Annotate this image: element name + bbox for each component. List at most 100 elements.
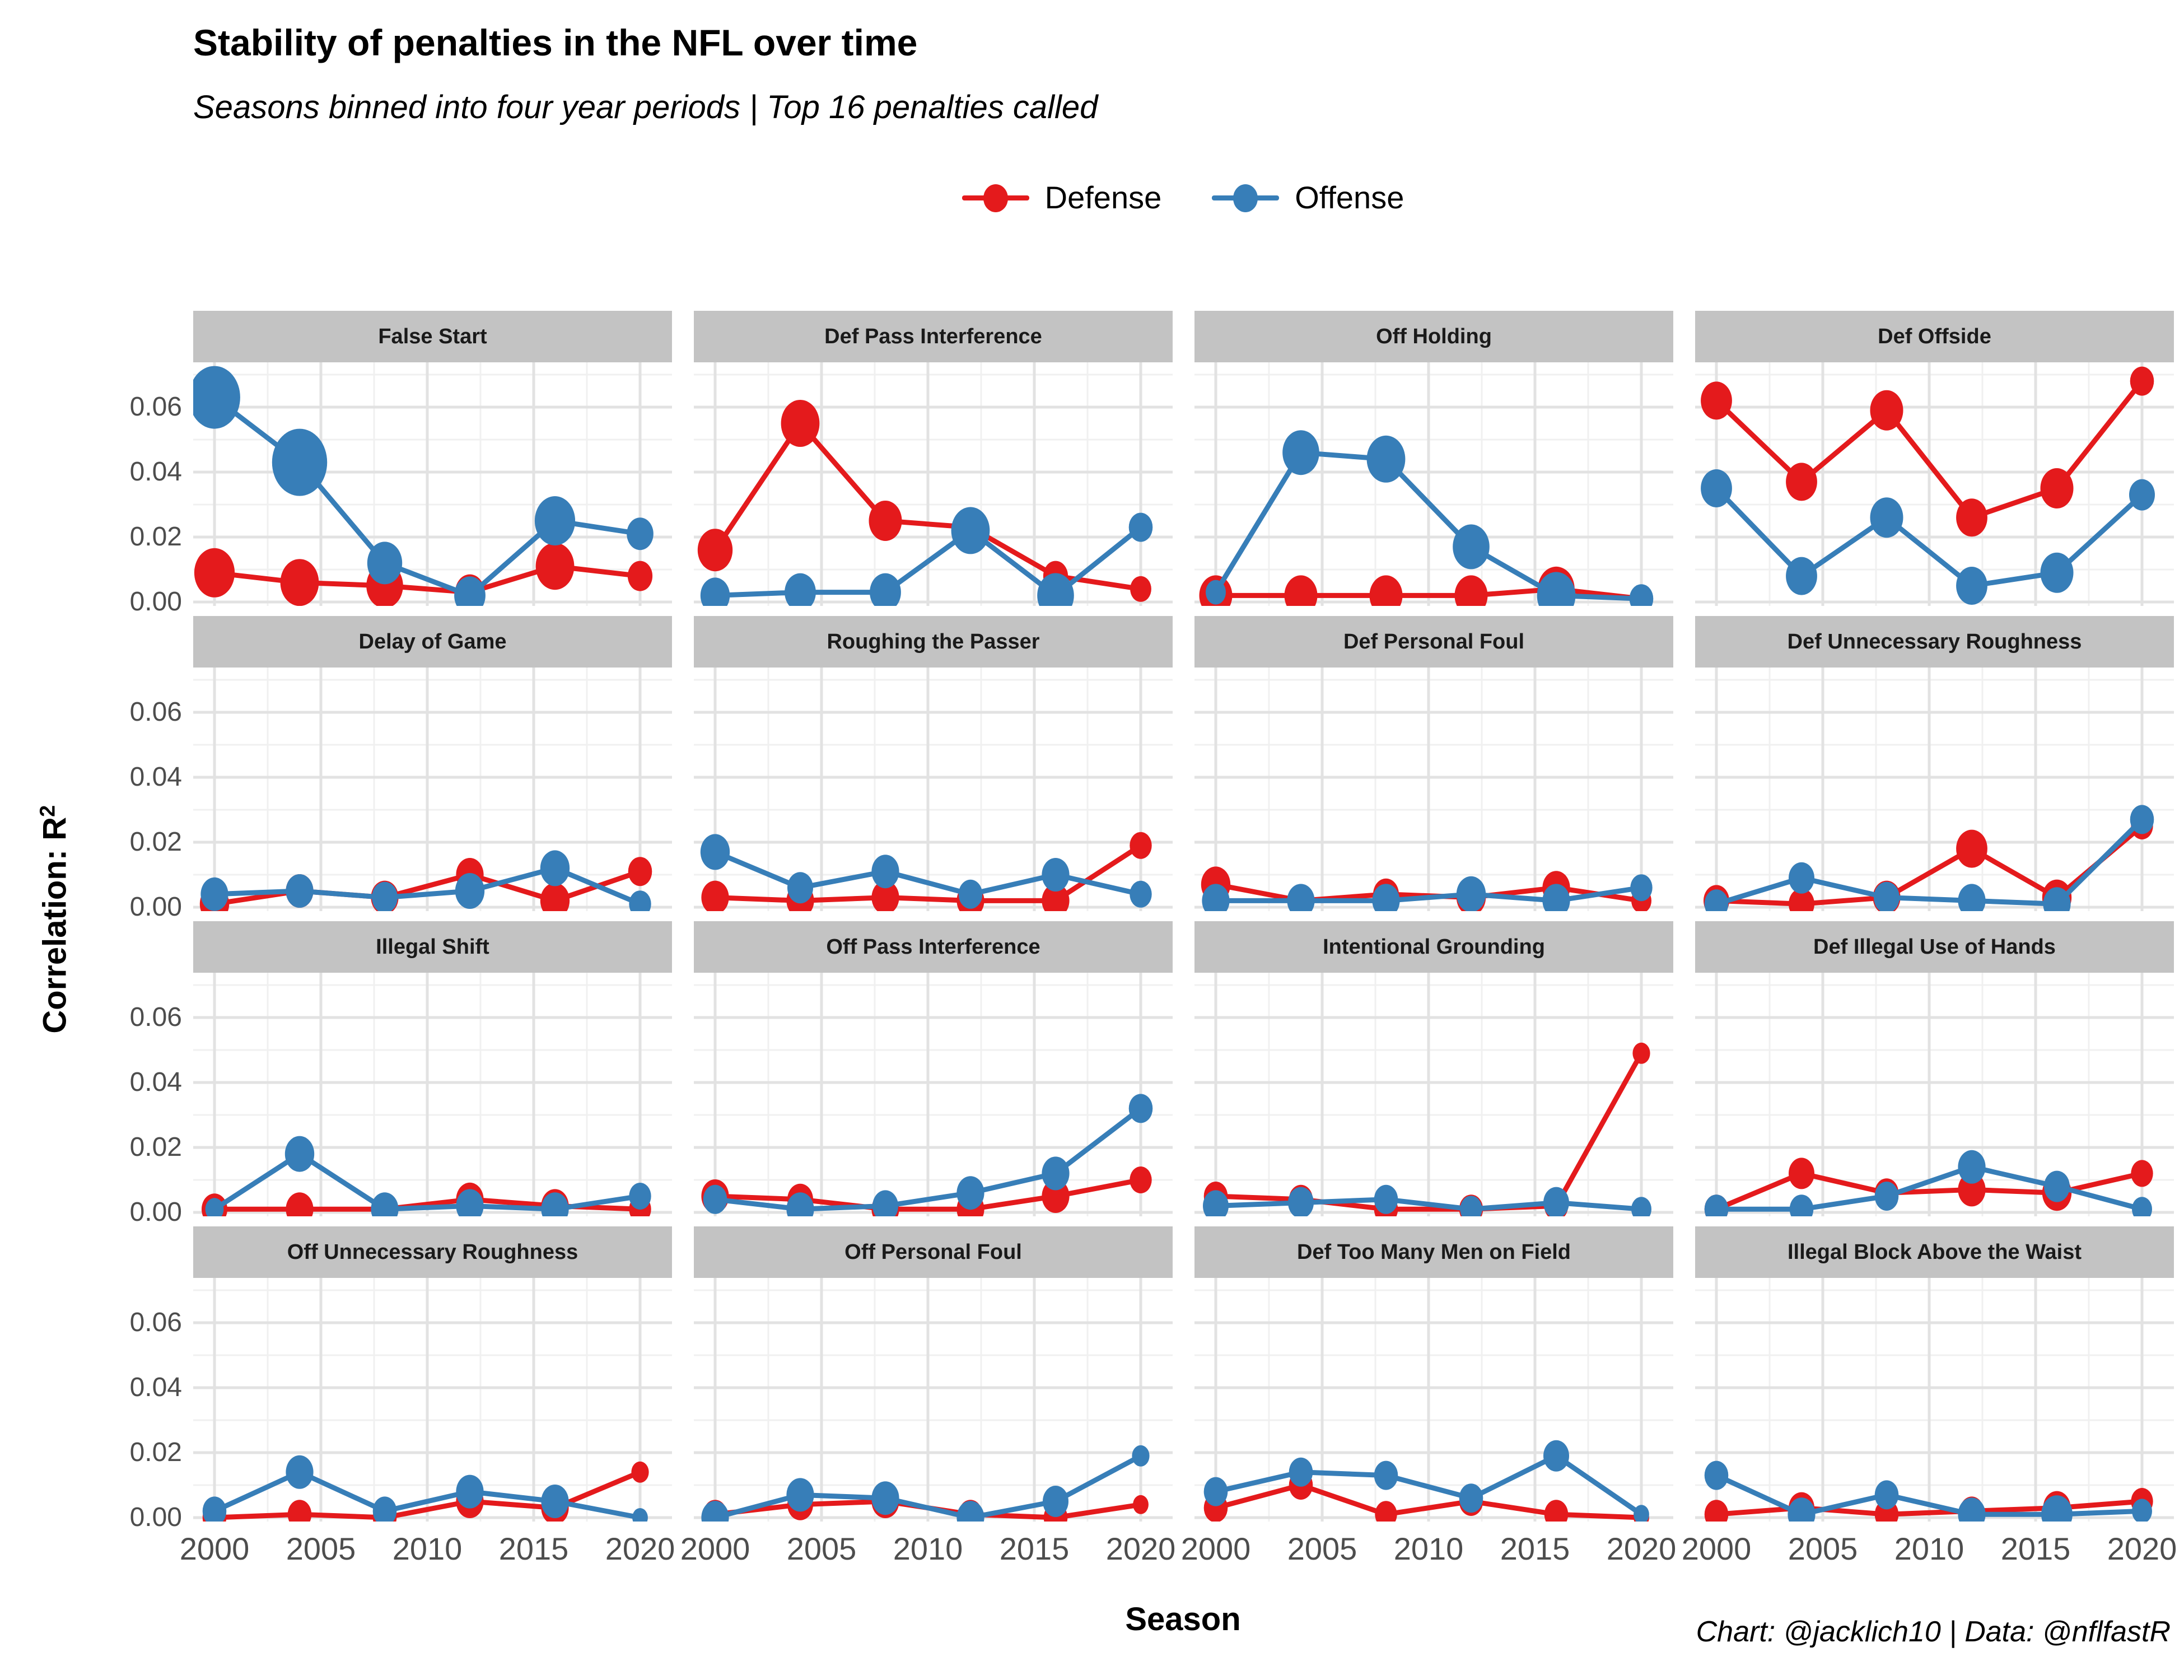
x-axis-tick-label: 2020 [605, 1531, 675, 1566]
offense-point [1288, 1187, 1314, 1216]
offense-line [1714, 1164, 2145, 1212]
facet-false-start: False Start [193, 311, 672, 606]
defense-point [535, 543, 575, 590]
facet-roughing-the-passer: Roughing the Passer [694, 616, 1173, 911]
offense-point [1543, 1187, 1569, 1216]
facet-strip: Delay of Game [193, 616, 672, 668]
facet-intentional-grounding: Intentional Grounding [1194, 921, 1673, 1216]
offense-point [1789, 862, 1814, 894]
facet-strip: Def Too Many Men on Field [1194, 1226, 1673, 1278]
y-axis-tick-label: 0.02 [129, 827, 182, 857]
offense-point [627, 517, 654, 550]
x-axis-tick-label: 2015 [498, 1531, 569, 1566]
defense-point [286, 1192, 314, 1216]
facet-panel [694, 668, 1173, 911]
defense-line [1714, 823, 2145, 907]
offense-point [1958, 1150, 1986, 1184]
offense-point [701, 1501, 729, 1522]
offense-point [541, 1192, 569, 1216]
offense-point [534, 496, 576, 545]
defense-point [701, 880, 729, 911]
facet-panel [1194, 668, 1673, 911]
defense-point [1130, 576, 1151, 602]
offense-point [1537, 572, 1576, 606]
offense-point [629, 1183, 651, 1210]
defense-line [1714, 379, 2145, 520]
facet-def-unnecessary-roughness: Def Unnecessary Roughness [1695, 616, 2174, 911]
offense-point [2040, 552, 2074, 593]
facet-strip-label: Off Holding [1376, 324, 1492, 348]
offense-point [1128, 512, 1153, 542]
offense-point [286, 874, 314, 908]
defense-point [1789, 1158, 1814, 1189]
offense-point-icon [1212, 181, 1280, 214]
offense-point [193, 366, 240, 429]
facet-strip-label: Intentional Grounding [1323, 935, 1545, 959]
legend-item-offense: Offense [1212, 179, 1404, 216]
x-axis-tick-label: 2000 [680, 1531, 750, 1566]
defense-point-icon [962, 181, 1029, 214]
offense-point [1704, 1460, 1729, 1490]
defense-point [1042, 884, 1070, 911]
offense-line [1213, 1453, 1644, 1517]
facet-strip: Off Pass Interference [694, 921, 1173, 973]
offense-point [1543, 1440, 1569, 1472]
defense-line [712, 843, 1144, 903]
defense-line [712, 421, 1144, 592]
facet-strip-label: Off Personal Foul [844, 1240, 1022, 1264]
defense-point [2040, 468, 2074, 508]
defense-point [1870, 390, 1903, 431]
offense-point [632, 1508, 648, 1522]
offense-point [1634, 1505, 1649, 1522]
offense-point [1456, 876, 1486, 911]
defense-key-dot [983, 184, 1008, 212]
facet-panel [1695, 362, 2174, 606]
y-axis-tick-label: 0.04 [129, 1373, 182, 1402]
y-axis-tick-label: 0.06 [129, 697, 182, 727]
offense-point [1956, 567, 1987, 605]
offense-point [1701, 469, 1732, 507]
offense-line [1714, 486, 2145, 589]
legend-item-defense: Defense [962, 179, 1161, 216]
offense-point [1203, 1190, 1229, 1216]
offense-point [1128, 1094, 1153, 1123]
y-axis-tick-label: 0.06 [129, 1002, 182, 1032]
facet-off-personal-foul: Off Personal Foul [694, 1226, 1173, 1522]
offense-point [1629, 584, 1654, 606]
offense-point [1372, 884, 1400, 911]
facet-panel [1194, 362, 1673, 606]
offense-line [212, 1151, 643, 1212]
defense-point [1704, 1500, 1729, 1522]
defense-point [1375, 1501, 1397, 1522]
facet-illegal-block-above-the-waist: Illegal Block Above the Waist [1695, 1226, 2174, 1522]
x-axis-tick-label: 2000 [179, 1531, 250, 1566]
offense-point [205, 1198, 224, 1216]
y-axis-tick-label: 0.00 [129, 587, 182, 617]
offense-point [1366, 435, 1406, 483]
offense-line [712, 849, 1144, 897]
x-axis-tick-label: 2015 [2000, 1531, 2071, 1566]
chart-caption: Chart: @jacklich10 | Data: @nflfastR [1696, 1616, 2171, 1648]
offense-point [2132, 1197, 2152, 1216]
offense-point [1202, 884, 1230, 911]
x-axis-tick-label: 2020 [1105, 1531, 1176, 1566]
facet-strip-label: Off Unnecessary Roughness [287, 1240, 578, 1264]
offense-point [2130, 805, 2154, 834]
defense-point [1789, 888, 1814, 911]
offense-point [2041, 1495, 2073, 1522]
defense-point [540, 883, 570, 911]
facet-off-pass-interference: Off Pass Interference [694, 921, 1173, 1216]
offense-point [700, 834, 730, 870]
offense-point [1630, 874, 1653, 902]
facet-strip: Off Unnecessary Roughness [193, 1226, 672, 1278]
offense-point [2132, 1499, 2152, 1522]
offense-point [1789, 1194, 1814, 1216]
offense-line [1714, 816, 2145, 907]
facet-def-offside: Def Offside [1695, 311, 2174, 606]
offense-point [1542, 884, 1570, 911]
x-axis-tick-label: 2005 [286, 1531, 356, 1566]
defense-point [628, 857, 652, 886]
defense-point [1133, 1495, 1149, 1514]
x-axis-tick-label: 2000 [1180, 1531, 1251, 1566]
y-axis-tick-label: 0.00 [129, 892, 182, 922]
